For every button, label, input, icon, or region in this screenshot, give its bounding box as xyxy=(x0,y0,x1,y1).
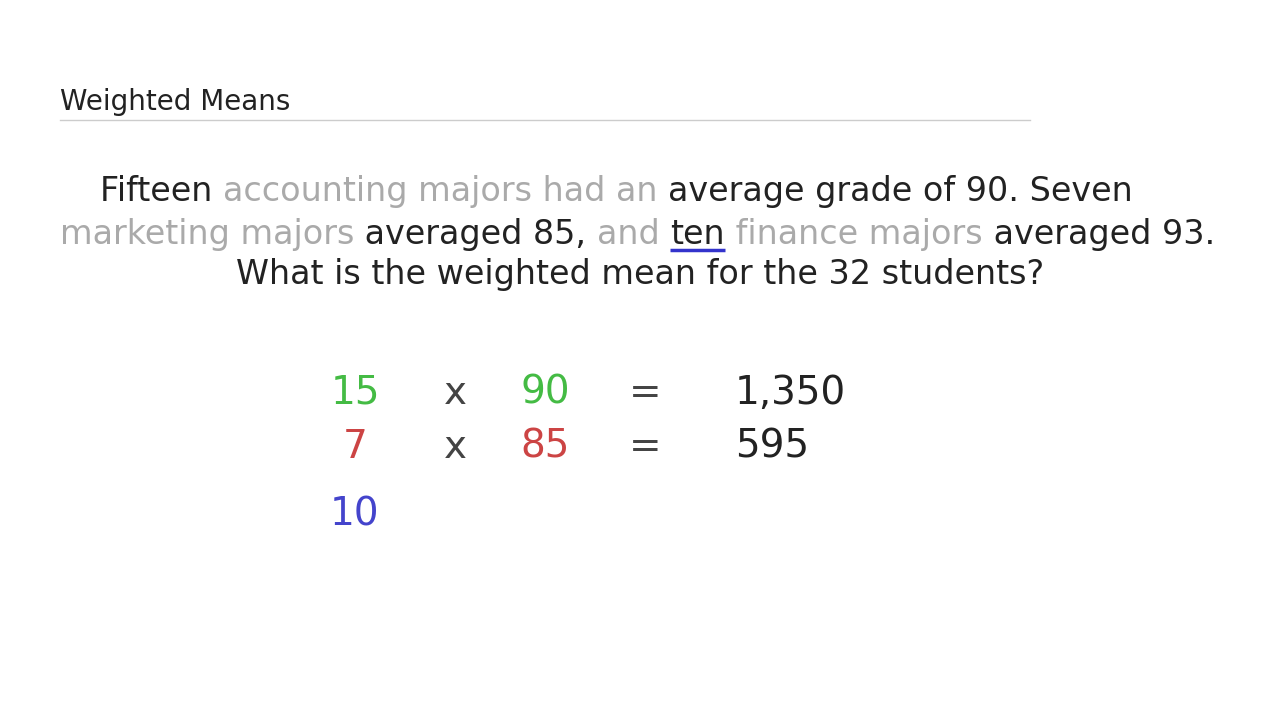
Text: What is the weighted mean for the 32 students?: What is the weighted mean for the 32 stu… xyxy=(236,258,1044,291)
Text: averaged 85,: averaged 85, xyxy=(355,218,596,251)
Text: 7: 7 xyxy=(343,428,367,466)
Text: accounting majors had an: accounting majors had an xyxy=(223,175,668,208)
Text: 90: 90 xyxy=(520,374,570,412)
Text: Fifteen: Fifteen xyxy=(100,175,223,208)
Text: x: x xyxy=(443,374,466,412)
Text: 1,350: 1,350 xyxy=(735,374,846,412)
Text: finance majors: finance majors xyxy=(724,218,983,251)
Text: marketing majors: marketing majors xyxy=(60,218,355,251)
Text: averaged 93.: averaged 93. xyxy=(983,218,1215,251)
Text: 595: 595 xyxy=(735,428,809,466)
Text: Weighted Means: Weighted Means xyxy=(60,88,291,116)
Text: x: x xyxy=(443,428,466,466)
Text: and: and xyxy=(596,218,671,251)
Text: =: = xyxy=(628,428,662,466)
Text: ten: ten xyxy=(671,218,724,251)
Text: 15: 15 xyxy=(330,374,380,412)
Text: =: = xyxy=(628,374,662,412)
Text: average grade of 90. Seven: average grade of 90. Seven xyxy=(668,175,1133,208)
Text: 10: 10 xyxy=(330,496,380,534)
Text: 85: 85 xyxy=(520,428,570,466)
